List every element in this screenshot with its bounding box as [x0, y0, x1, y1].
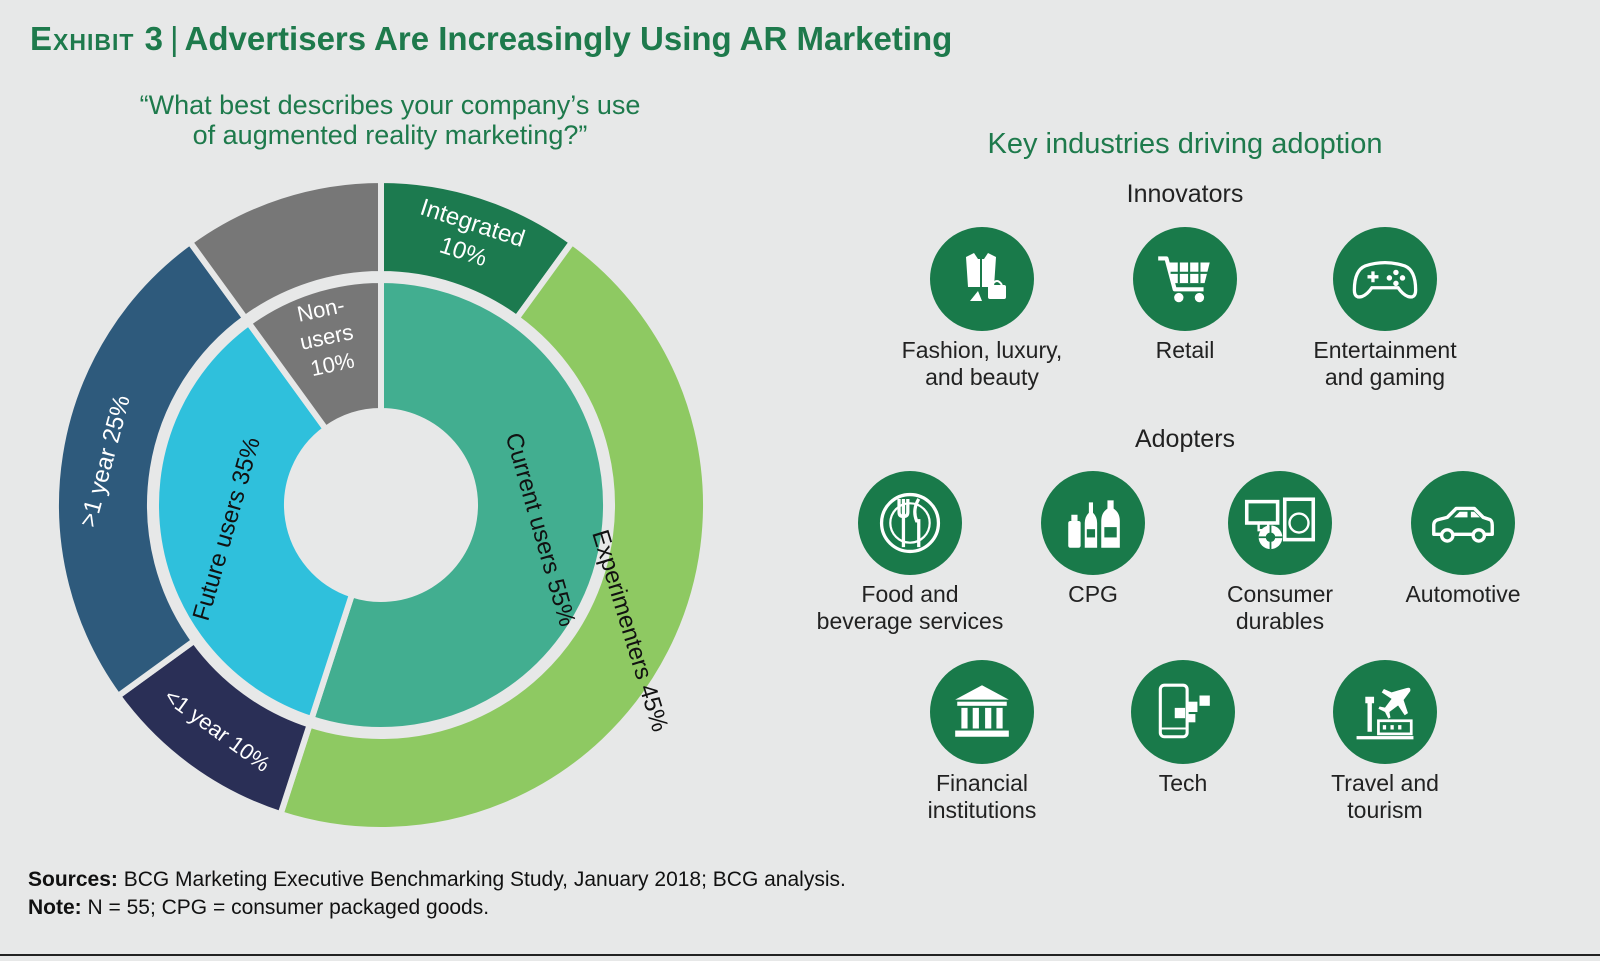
appliances-icon — [1228, 471, 1332, 575]
game-controller-icon — [1333, 227, 1437, 331]
industry-label: Retail — [1155, 337, 1215, 363]
note-line: Note: N = 55; CPG = consumer packaged go… — [28, 896, 490, 919]
industry-label: Food and beverage services — [816, 581, 1004, 634]
smartphone-icon — [1131, 660, 1235, 764]
inner-segment-current-users — [307, 276, 609, 733]
industry-label: Consumer durables — [1226, 581, 1334, 634]
industry-label: CPG — [1068, 581, 1118, 607]
industry-label: Entertainment and gaming — [1313, 337, 1457, 390]
industry-automotive: Automotive — [1343, 471, 1583, 608]
shopping-cart-icon — [1133, 227, 1237, 331]
exhibit-number: Exhibit 3 — [30, 20, 164, 57]
airplane-icon — [1333, 660, 1437, 764]
survey-question-line-1: “What best describes your company’s use — [139, 90, 641, 120]
industry-label: Travel and tourism — [1331, 770, 1439, 823]
industry-retail: Retail — [1065, 227, 1305, 364]
bottom-rule — [0, 954, 1600, 956]
bottles-icon — [1041, 471, 1145, 575]
survey-question-line-2: of augmented reality marketing?” — [192, 120, 588, 150]
sources-line: Sources: BCG Marketing Executive Benchma… — [28, 868, 846, 891]
exhibit-heading: Advertisers Are Increasingly Using AR Ma… — [184, 20, 953, 57]
industry-label: Automotive — [1405, 581, 1521, 607]
industry-tech: Tech — [1063, 660, 1303, 797]
title-separator: | — [169, 20, 179, 57]
fashion-icon — [930, 227, 1034, 331]
plate-cutlery-icon — [858, 471, 962, 575]
exhibit-title: Exhibit 3 | Advertisers Are Increasingly U… — [30, 20, 952, 58]
adopters-label: Adopters — [1134, 425, 1236, 453]
industry-food: Food and beverage services — [790, 471, 1030, 635]
industry-consumer-durables: Consumer durables — [1160, 471, 1400, 635]
survey-question: “What best describes your company’s use … — [60, 90, 720, 150]
industry-travel: Travel and tourism — [1265, 660, 1505, 824]
outer-segment-non-users — [185, 176, 384, 323]
inner-segment-non-users — [244, 276, 384, 434]
outer-segment-1-year — [53, 237, 250, 701]
industry-fashion: Fashion, luxury, and beauty — [862, 227, 1102, 391]
industry-cpg: CPG — [973, 471, 1213, 608]
footer: Sources: BCG Marketing Executive Benchma… — [28, 866, 846, 922]
car-icon — [1411, 471, 1515, 575]
industry-label: Financial institutions — [927, 770, 1037, 823]
industries-title: Key industries driving adoption — [987, 128, 1383, 160]
industry-label: Fashion, luxury, and beauty — [901, 337, 1063, 390]
industry-entertainment: Entertainment and gaming — [1265, 227, 1505, 391]
inner-segment-future-users — [153, 318, 356, 723]
bank-icon — [930, 660, 1034, 764]
industry-financial: Financial institutions — [862, 660, 1102, 824]
industry-label: Tech — [1158, 770, 1208, 796]
nested-donut-chart: Current users 55%Future users 35%Non-use… — [53, 176, 709, 833]
outer-segment-experimenters — [276, 237, 709, 833]
innovators-label: Innovators — [1126, 180, 1244, 208]
